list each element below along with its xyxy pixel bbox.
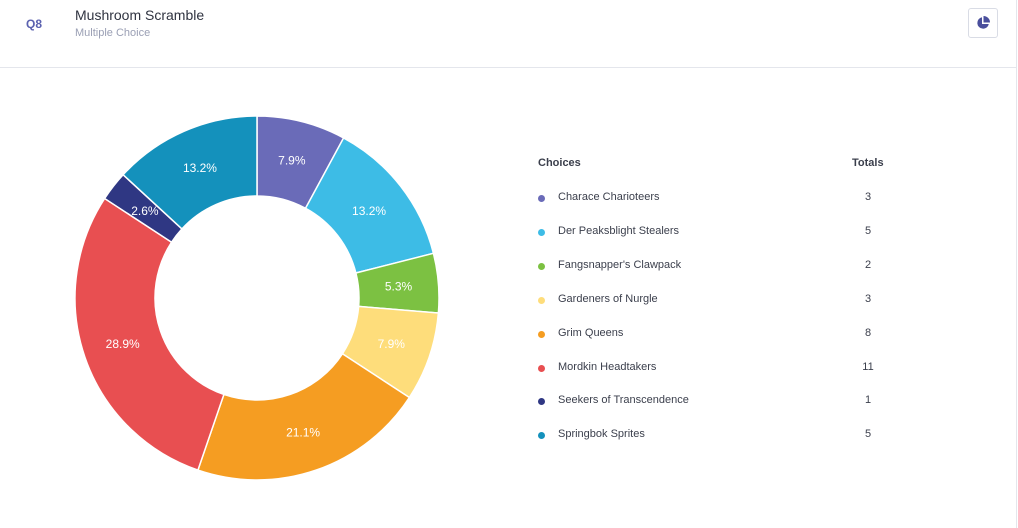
slice-percent-label: 5.3% xyxy=(385,279,413,293)
slice-percent-label: 13.2% xyxy=(352,204,386,218)
choice-row: Der Peaksblight Stealers 5 xyxy=(538,225,888,241)
choice-label: Charace Charioteers xyxy=(558,191,660,203)
legend-dot xyxy=(538,195,545,202)
choice-total: 2 xyxy=(864,258,872,271)
donut-slice[interactable] xyxy=(122,115,258,230)
totals-header: Totals xyxy=(852,157,884,169)
slice-percent-label: 7.9% xyxy=(378,337,406,351)
choice-row: Mordkin Headtakers 11 xyxy=(538,361,888,377)
legend-dot xyxy=(538,364,545,372)
choice-row: Gardeners of Nurgle 3 xyxy=(538,293,888,309)
slice-percent-label: 13.2% xyxy=(183,161,217,175)
legend-dot xyxy=(538,296,545,304)
slice-percent-label: 21.1% xyxy=(286,425,320,439)
choice-total: 11 xyxy=(862,360,874,373)
donut-slice[interactable] xyxy=(74,197,225,472)
choice-total: 5 xyxy=(864,428,872,441)
choice-label: Grim Queens xyxy=(558,326,624,339)
legend-dot xyxy=(538,228,545,236)
question-number: Q8 xyxy=(26,17,43,31)
choice-total: 3 xyxy=(864,191,872,203)
slice-percent-label: 2.6% xyxy=(131,204,159,218)
choices-header: Choices xyxy=(538,157,581,169)
legend-dot xyxy=(538,330,545,338)
choice-label: Der Peaksblight Stealers xyxy=(558,224,680,237)
choice-total: 3 xyxy=(864,292,872,305)
choice-row: Grim Queens 8 xyxy=(538,327,888,343)
choice-total: 5 xyxy=(864,224,872,237)
donut-chart: 7.9% 13.2% 5.3% 7.9% 21.1% 28.9% 2.6% 13.2% xyxy=(74,115,440,481)
choice-label: Gardeners of Nurgle xyxy=(558,292,658,305)
question-header: Q8 Mushroom Scramble Multiple Choice xyxy=(0,0,1016,68)
question-type: Multiple Choice xyxy=(75,27,151,39)
choice-label: Fangsnapper's Clawpack xyxy=(558,258,682,271)
slice-percent-label: 7.9% xyxy=(278,153,306,167)
slice-percent-label: 28.9% xyxy=(106,337,140,351)
choice-row: Fangsnapper's Clawpack 2 xyxy=(538,259,888,275)
choice-label: Seekers of Transcendence xyxy=(558,394,689,407)
choice-total: 8 xyxy=(864,326,872,339)
legend-dot xyxy=(538,432,545,440)
legend-dot xyxy=(538,398,545,406)
choice-label: Mordkin Headtakers xyxy=(558,360,657,373)
choice-row: Springbok Sprites 5 xyxy=(538,428,888,444)
legend-dot xyxy=(538,262,545,270)
donut-slice[interactable] xyxy=(196,352,411,481)
choice-label: Springbok Sprites xyxy=(558,428,645,441)
question-title: Mushroom Scramble xyxy=(75,7,205,23)
choice-row: Charace Charioteers 3 xyxy=(538,191,888,207)
choice-row: Seekers of Transcendence 1 xyxy=(538,394,888,410)
panel-divider xyxy=(1016,0,1017,528)
choice-total: 1 xyxy=(864,394,872,407)
chart-type-button[interactable] xyxy=(968,8,998,38)
pie-chart-icon xyxy=(977,16,990,29)
